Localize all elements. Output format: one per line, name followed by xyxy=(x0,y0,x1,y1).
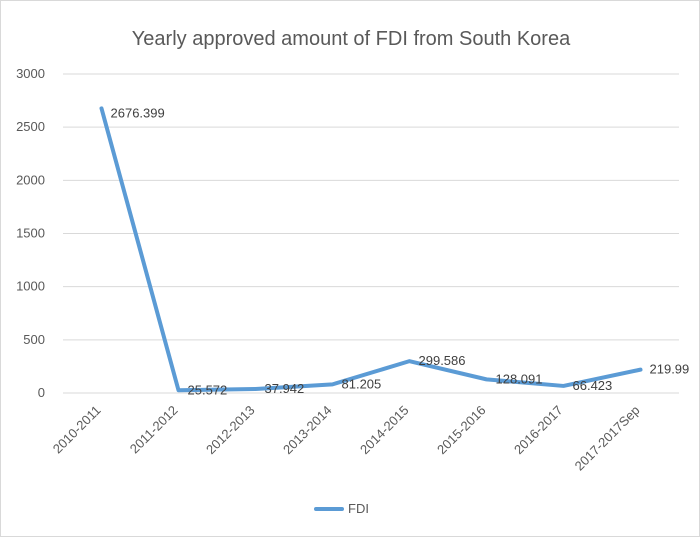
y-tick-label: 2000 xyxy=(16,172,45,187)
series-line-fdi xyxy=(102,108,641,390)
x-tick-label: 2012-2013 xyxy=(203,403,258,458)
gridlines xyxy=(63,74,679,393)
series-lines xyxy=(101,108,640,390)
legend-label: FDI xyxy=(348,501,369,516)
x-tick-label: 2010-2011 xyxy=(50,403,104,457)
x-tick-label: 2016-2017 xyxy=(511,403,566,458)
x-tick-label: 2011-2012 xyxy=(127,403,181,457)
chart-title: Yearly approved amount of FDI from South… xyxy=(132,28,571,50)
data-label: 66.423 xyxy=(573,378,613,393)
legend: FDI xyxy=(316,501,369,516)
y-tick-label: 3000 xyxy=(16,66,45,81)
y-tick-label: 0 xyxy=(38,385,45,400)
y-tick-label: 500 xyxy=(23,332,45,347)
y-tick-label: 1000 xyxy=(16,279,45,294)
data-label: 219.99 xyxy=(650,362,690,377)
data-labels: 2676.399 25.572 37.942 81.205 299.586 128.091… xyxy=(111,105,690,397)
data-label: 25.572 xyxy=(188,382,228,397)
data-label: 2676.399 xyxy=(111,105,165,120)
y-tick-label: 1500 xyxy=(16,226,45,241)
x-tick-label: 2014-2015 xyxy=(357,403,412,458)
data-label: 299.586 xyxy=(419,353,466,368)
x-axis-ticks: 2010-2011 2011-2012 2012-2013 2013-2014 2014… xyxy=(50,403,643,474)
y-axis-ticks: 0 500 1000 1500 2000 2500 3000 xyxy=(16,66,45,400)
data-label: 128.091 xyxy=(496,371,543,386)
x-tick-label: 2013-2014 xyxy=(280,403,335,458)
data-label: 37.942 xyxy=(265,381,305,396)
x-tick-label: 2017-2017Sep xyxy=(572,403,643,474)
y-tick-label: 2500 xyxy=(16,119,45,134)
data-label: 81.205 xyxy=(342,376,382,391)
x-tick-label: 2015-2016 xyxy=(434,403,489,458)
